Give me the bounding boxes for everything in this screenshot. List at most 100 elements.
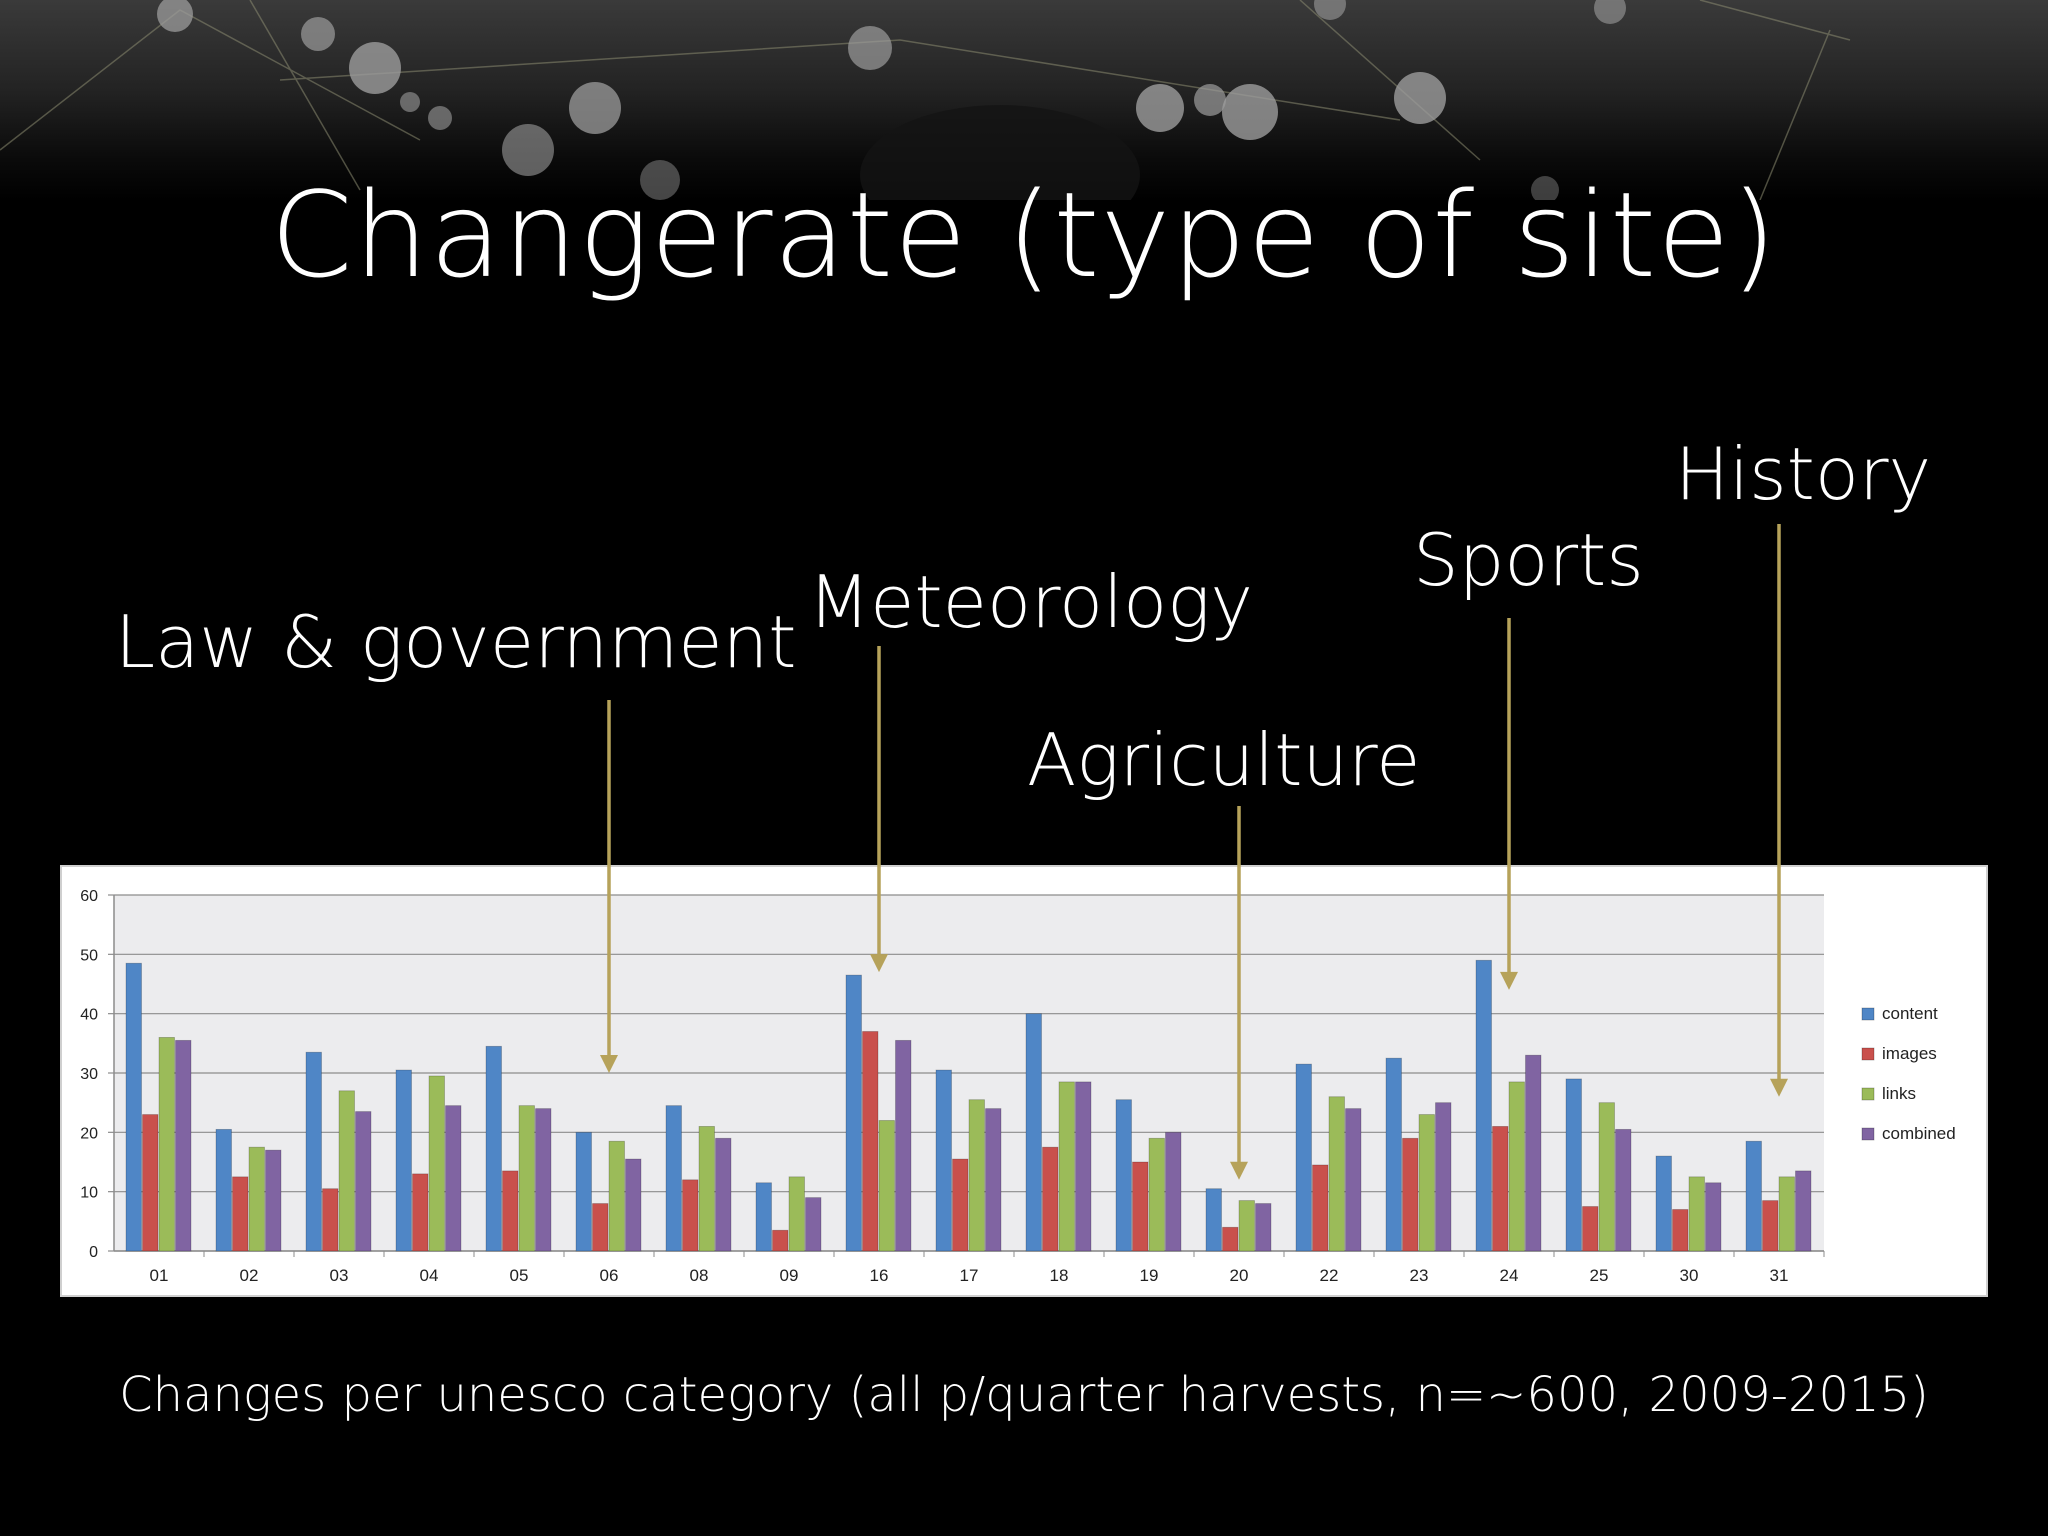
bar-content-30 bbox=[1655, 1155, 1672, 1252]
x-tick-label: 25 bbox=[1590, 1266, 1609, 1285]
bar-combined-19 bbox=[1165, 1131, 1182, 1252]
x-tick-label: 02 bbox=[240, 1266, 259, 1285]
bar-links-06 bbox=[608, 1140, 625, 1252]
x-tick-label: 04 bbox=[420, 1266, 439, 1285]
legend-label-links: links bbox=[1882, 1084, 1916, 1103]
x-tick-label: 22 bbox=[1320, 1266, 1339, 1285]
x-tick-label: 24 bbox=[1500, 1266, 1519, 1285]
slide-title: Changerate (type of site) bbox=[270, 166, 1778, 304]
bar-combined-31 bbox=[1795, 1170, 1812, 1252]
bar-content-18 bbox=[1025, 1013, 1042, 1252]
x-tick-label: 01 bbox=[150, 1266, 169, 1285]
y-tick-label: 30 bbox=[80, 1066, 98, 1083]
bar-combined-01 bbox=[175, 1039, 192, 1252]
bar-combined-24 bbox=[1525, 1054, 1542, 1252]
y-tick-label: 20 bbox=[80, 1125, 98, 1142]
bar-content-24 bbox=[1475, 959, 1492, 1252]
legend-swatch-combined bbox=[1861, 1127, 1875, 1141]
legend-swatch-images bbox=[1861, 1047, 1875, 1061]
x-tick-label: 18 bbox=[1050, 1266, 1069, 1285]
bar-images-22 bbox=[1312, 1164, 1329, 1252]
bar-images-16 bbox=[862, 1031, 879, 1252]
bar-images-09 bbox=[772, 1229, 789, 1252]
bar-combined-20 bbox=[1255, 1203, 1272, 1252]
bar-images-30 bbox=[1672, 1209, 1689, 1252]
bar-content-20 bbox=[1205, 1188, 1222, 1252]
bar-combined-09 bbox=[805, 1197, 822, 1252]
bar-links-17 bbox=[968, 1099, 985, 1252]
legend-swatch-links bbox=[1861, 1087, 1875, 1101]
bar-images-06 bbox=[592, 1203, 609, 1252]
bar-images-31 bbox=[1762, 1200, 1779, 1252]
bar-content-03 bbox=[305, 1051, 322, 1252]
bar-content-08 bbox=[665, 1105, 682, 1252]
bar-combined-25 bbox=[1615, 1128, 1632, 1252]
bar-links-23 bbox=[1418, 1114, 1435, 1252]
bar-combined-04 bbox=[445, 1105, 462, 1252]
bar-links-02 bbox=[248, 1146, 265, 1252]
annotation-label-history: History bbox=[1675, 432, 1932, 516]
x-tick-label: 20 bbox=[1230, 1266, 1249, 1285]
bar-links-04 bbox=[428, 1075, 445, 1252]
bar-links-20 bbox=[1238, 1200, 1255, 1252]
bar-content-16 bbox=[845, 974, 862, 1252]
bar-combined-22 bbox=[1345, 1108, 1362, 1252]
bar-content-31 bbox=[1745, 1140, 1762, 1252]
bar-links-05 bbox=[518, 1105, 535, 1252]
x-tick-label: 06 bbox=[600, 1266, 619, 1285]
bar-combined-23 bbox=[1435, 1102, 1452, 1252]
bar-images-23 bbox=[1402, 1137, 1419, 1252]
y-tick-label: 60 bbox=[80, 888, 98, 905]
y-tick-label: 0 bbox=[89, 1244, 98, 1261]
bar-links-08 bbox=[698, 1125, 715, 1252]
bar-combined-02 bbox=[265, 1149, 282, 1252]
bar-links-18 bbox=[1058, 1081, 1075, 1252]
bar-content-23 bbox=[1385, 1057, 1402, 1252]
bar-combined-17 bbox=[985, 1108, 1002, 1252]
bar-content-09 bbox=[755, 1182, 772, 1252]
bar-chart: 0 10 20 30 40 50 60 01 02 03 04 05 06 08 09 16 17 18 19 20 2… bbox=[80, 888, 1956, 1285]
annotation-label-law-government: Law & government bbox=[115, 600, 797, 684]
bar-links-19 bbox=[1148, 1137, 1165, 1252]
legend-item-images: images bbox=[1861, 1044, 1937, 1063]
legend-item-combined: combined bbox=[1861, 1124, 1956, 1143]
legend-label-images: images bbox=[1882, 1044, 1937, 1063]
bar-content-22 bbox=[1295, 1063, 1312, 1252]
bar-images-25 bbox=[1582, 1206, 1599, 1252]
bar-images-17 bbox=[952, 1158, 969, 1252]
bar-links-30 bbox=[1688, 1176, 1705, 1252]
bar-links-03 bbox=[338, 1090, 355, 1252]
bar-combined-05 bbox=[535, 1108, 552, 1252]
legend-item-links: links bbox=[1861, 1084, 1916, 1103]
bar-images-24 bbox=[1492, 1125, 1509, 1252]
bar-images-04 bbox=[412, 1173, 429, 1252]
bar-content-06 bbox=[575, 1131, 592, 1252]
bar-images-19 bbox=[1132, 1161, 1149, 1252]
bar-content-04 bbox=[395, 1069, 412, 1252]
y-tick-label: 40 bbox=[80, 1007, 98, 1024]
bar-combined-06 bbox=[625, 1158, 642, 1252]
bar-images-08 bbox=[682, 1179, 699, 1252]
x-tick-label: 17 bbox=[960, 1266, 979, 1285]
bar-content-02 bbox=[215, 1128, 232, 1252]
bar-links-01 bbox=[158, 1036, 175, 1252]
bar-combined-08 bbox=[715, 1137, 732, 1252]
bar-images-03 bbox=[322, 1188, 339, 1252]
bar-content-05 bbox=[485, 1045, 502, 1252]
annotation-label-meteorology: Meteorology bbox=[808, 560, 1253, 644]
bar-images-01 bbox=[142, 1114, 159, 1252]
chart-frame: 0 10 20 30 40 50 60 01 02 03 04 05 06 08 09 16 17 18 19 20 2… bbox=[60, 865, 1988, 1297]
bar-links-16 bbox=[878, 1120, 895, 1252]
annotation-label-sports: Sports bbox=[1413, 518, 1644, 602]
bar-combined-16 bbox=[895, 1039, 912, 1252]
header-photo-band bbox=[0, 0, 2048, 200]
bar-links-24 bbox=[1508, 1081, 1525, 1252]
bar-links-09 bbox=[788, 1176, 805, 1252]
legend-label-combined: combined bbox=[1882, 1124, 1956, 1143]
legend-label-content: content bbox=[1882, 1004, 1938, 1023]
x-tick-label: 05 bbox=[510, 1266, 529, 1285]
x-tick-label: 19 bbox=[1140, 1266, 1159, 1285]
bar-images-02 bbox=[232, 1176, 249, 1252]
x-tick-label: 09 bbox=[780, 1266, 799, 1285]
bar-content-01 bbox=[125, 962, 142, 1252]
